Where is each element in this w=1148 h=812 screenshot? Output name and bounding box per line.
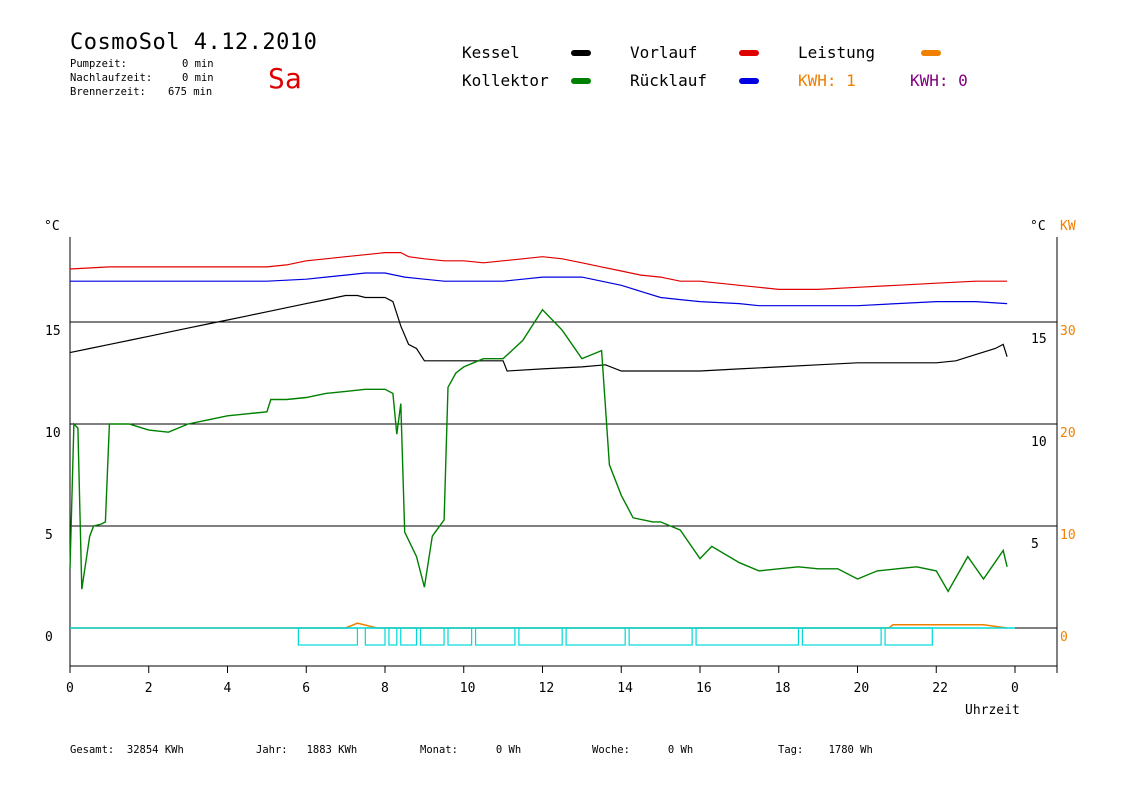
pump-on-interval bbox=[628, 627, 693, 646]
pump-on-interval bbox=[695, 627, 800, 646]
x-tick-label: 4 bbox=[224, 681, 232, 696]
y-axis-left-unit: °C bbox=[44, 219, 60, 234]
series-line-kollektor bbox=[69, 308, 1008, 593]
y-axis-right-unit: °C bbox=[1030, 219, 1046, 234]
y-tick-label-kw: 0 bbox=[1060, 630, 1068, 645]
y-tick-label-left: 15 bbox=[45, 324, 61, 339]
pump-on-interval bbox=[518, 627, 563, 646]
legend-kollektor: Kollektor bbox=[462, 71, 549, 90]
x-tick-label: 12 bbox=[539, 681, 555, 696]
x-tick-label: 20 bbox=[854, 681, 870, 696]
legend-ruecklauf-swatch bbox=[739, 78, 759, 84]
legend-kwh-0: KWH: 0 bbox=[910, 71, 968, 90]
x-tick-label: 0 bbox=[1011, 681, 1019, 696]
pump-on-interval bbox=[388, 627, 398, 646]
footer-monat: Monat: 0 Wh bbox=[420, 744, 522, 756]
stat-value-pumpzeit: 0 min bbox=[182, 58, 214, 70]
x-tick-label: 14 bbox=[617, 681, 633, 696]
y-tick-label-left: 5 bbox=[45, 528, 53, 543]
legend-kessel: Kessel bbox=[462, 43, 520, 62]
legend-vorlauf-swatch bbox=[739, 50, 759, 56]
weekday-label: Sa bbox=[268, 62, 302, 95]
stat-value-brennerzeit: 675 min bbox=[168, 86, 213, 98]
pump-on-interval bbox=[884, 627, 933, 646]
x-tick-label: 22 bbox=[932, 681, 948, 696]
y-tick-label-kw: 20 bbox=[1060, 426, 1076, 441]
pump-on-interval bbox=[400, 627, 418, 646]
stat-value-nachlaufzeit: 0 min bbox=[182, 72, 214, 84]
chart-title: CosmoSol 4.12.2010 bbox=[70, 30, 318, 55]
y-tick-label-left: 10 bbox=[45, 426, 61, 441]
legend-kollektor-swatch bbox=[571, 78, 591, 84]
legend-leistung-swatch bbox=[921, 50, 941, 56]
x-tick-label: 18 bbox=[775, 681, 791, 696]
y-axis-kw-unit: KW bbox=[1060, 219, 1076, 234]
legend-kwh-1: KWH: 1 bbox=[798, 71, 856, 90]
pump-on-interval bbox=[364, 627, 386, 646]
x-tick-label: 2 bbox=[145, 681, 153, 696]
y-tick-label-right: 10 bbox=[1031, 435, 1047, 450]
x-tick-label: 10 bbox=[460, 681, 476, 696]
y-tick-label-kw: 10 bbox=[1060, 528, 1076, 543]
y-tick-label-right: 5 bbox=[1031, 537, 1039, 552]
legend-vorlauf: Vorlauf bbox=[630, 43, 698, 62]
pump-on-interval bbox=[801, 627, 882, 646]
x-tick-label: 6 bbox=[302, 681, 310, 696]
stat-label-brennerzeit: Brennerzeit: bbox=[70, 86, 146, 98]
pump-on-interval bbox=[474, 627, 516, 646]
x-axis-label: Uhrzeit bbox=[965, 703, 1020, 718]
x-tick-label: 0 bbox=[66, 681, 74, 696]
footer-tag: Tag: 1780 Wh bbox=[778, 744, 873, 756]
footer-woche: Woche: 0 Wh bbox=[592, 744, 694, 756]
footer-gesamt: Gesamt: 32854 KWh bbox=[70, 744, 184, 756]
pump-on-interval bbox=[565, 627, 626, 646]
y-tick-label-left: 0 bbox=[45, 630, 53, 645]
stat-label-nachlaufzeit: Nachlaufzeit: bbox=[70, 72, 153, 84]
stat-label-pumpzeit: Pumpzeit: bbox=[70, 58, 127, 70]
y-tick-label-right: 15 bbox=[1031, 332, 1047, 347]
pump-on-interval bbox=[447, 627, 473, 646]
series-line-kessel bbox=[69, 294, 1008, 372]
footer-jahr: Jahr: 1883 KWh bbox=[256, 744, 358, 756]
series-line-ruecklauf bbox=[70, 272, 1008, 307]
pump-on-interval bbox=[419, 627, 445, 646]
y-tick-label-kw: 30 bbox=[1060, 324, 1076, 339]
pump-on-interval bbox=[297, 627, 359, 646]
legend-ruecklauf: Rücklauf bbox=[630, 71, 708, 90]
legend-kessel-swatch bbox=[571, 50, 591, 56]
x-tick-label: 8 bbox=[381, 681, 389, 696]
legend-leistung: Leistung bbox=[798, 43, 876, 62]
x-tick-label: 16 bbox=[696, 681, 712, 696]
series-line-vorlauf bbox=[69, 252, 1008, 290]
